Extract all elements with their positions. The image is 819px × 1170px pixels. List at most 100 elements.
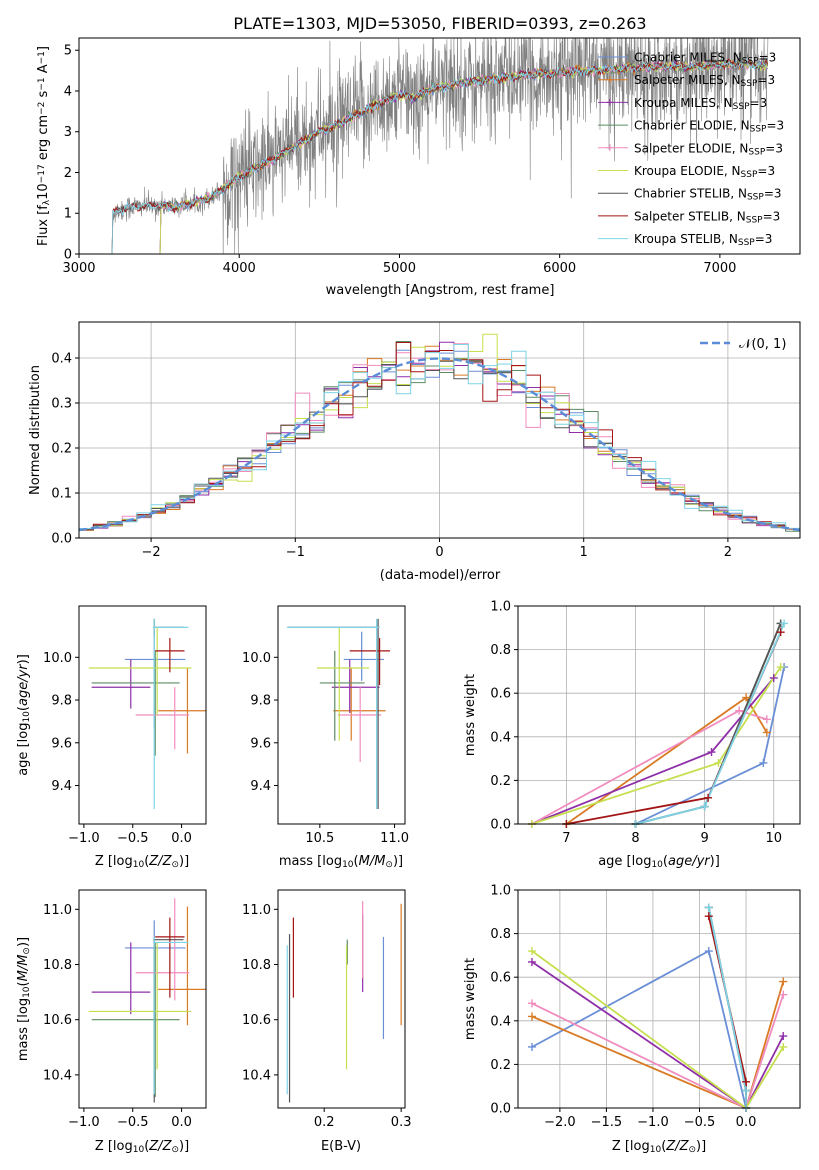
y-tick-label: 1 [64, 207, 72, 222]
weight-point [707, 748, 716, 757]
y-tick-label: 0.2 [51, 442, 72, 457]
label-part: Z/Z [148, 1139, 172, 1154]
weight-point [704, 947, 713, 956]
y-tick-label: 9.4 [51, 779, 72, 794]
y-tick-label: 5 [64, 44, 72, 59]
y-tick-label: 10.6 [43, 1013, 72, 1028]
weight-series-7 [566, 631, 782, 824]
label-part: Z [log [95, 1139, 133, 1154]
x-axis-label: mass [log10(M/M⊙)] [279, 854, 403, 870]
y-tick-label: 9.8 [51, 694, 72, 709]
y-tick-label: 0.8 [490, 927, 511, 942]
plot-area [286, 618, 391, 810]
y-axis-label: Normed distribution [28, 365, 43, 495]
weight-series-7 [707, 916, 747, 1108]
x-tick-label: 8 [631, 831, 639, 846]
label-part: Salpeter STELIB, N [634, 209, 746, 223]
x-tick-label: −1.0 [68, 831, 100, 846]
panel-mass-vs-ebv: 0.2 0.3 10.4 10.6 10.8 11.0 E(B-V) [242, 889, 412, 1154]
label-part: =3 [750, 96, 768, 110]
label-part: 10 [133, 860, 145, 870]
label-part: )] [179, 854, 189, 869]
label-part: )] [16, 654, 31, 664]
x-axis-label: Z [log10(Z/Z⊙)] [95, 854, 189, 870]
y-axis-label: Flux [fλ10−17 erg cm−2 s−1 A−1] [36, 46, 52, 246]
y-tick-label: 0 [64, 248, 72, 263]
axes-frame [78, 321, 801, 539]
label-part: 10 [342, 860, 354, 870]
weight-point [762, 715, 771, 724]
y-tick-label: 9.6 [51, 736, 72, 751]
plot-area [79, 322, 800, 538]
label-part: SSP [742, 57, 759, 67]
axes-frame [78, 605, 207, 825]
legend-entry: Kroupa ELODIE, NSSP=3 [634, 164, 775, 180]
label-part: −1 [37, 77, 47, 90]
weight-series-1 [531, 981, 785, 1108]
label-part: ( [354, 854, 359, 869]
y-tick-label: 10.4 [43, 1068, 72, 1083]
label-part: =3 [766, 119, 784, 133]
plot-area [111, 38, 769, 254]
panel-age-vs-Z: −1.0 −0.5 0.0 9.4 9.6 9.8 10.0 Z [log10(Z/Z⊙)] a… [16, 605, 207, 870]
x-tick-label: 0.0 [171, 831, 192, 846]
label-part: SSP [750, 125, 767, 135]
label-part: Chabrier ELODIE, N [634, 119, 750, 133]
label-part: −2 [37, 102, 47, 115]
y-tick-label: 0.0 [490, 1102, 511, 1117]
label-part: 10 [36, 183, 51, 200]
label-part: ⊙ [385, 860, 393, 870]
axes-frame [517, 605, 801, 825]
y-tick-label: 10.8 [242, 958, 271, 973]
legend-entry: Salpeter ELODIE, NSSP=3 [634, 141, 783, 157]
label-part: SSP [741, 170, 758, 180]
histogram-8 [79, 344, 800, 538]
x-tick-label: 4000 [223, 261, 256, 276]
y-tick-label: 1.0 [490, 884, 511, 899]
label-part: SSP [748, 148, 765, 158]
label-part: ( [661, 1139, 666, 1154]
y-tick-label: 0.1 [51, 487, 72, 502]
label-part: A [36, 64, 51, 77]
y-tick-label: 10.0 [43, 651, 72, 666]
legend-marker [606, 144, 614, 152]
model-spectrum-8 [111, 58, 768, 254]
weight-point [779, 990, 788, 999]
weight-point [527, 947, 536, 956]
weight-point [776, 628, 785, 637]
label-part: age [log [16, 723, 31, 776]
x-tick-label: 7 [562, 831, 570, 846]
legend-entry: 𝒩(0, 1) [739, 337, 786, 352]
weight-point [704, 793, 713, 802]
weight-point [527, 1042, 536, 1051]
panel-spectrum: 3000 4000 5000 6000 7000 0 1 2 3 4 5 wavelength [An… [36, 37, 801, 298]
label-part: ( [663, 854, 668, 869]
label-part: 10 [651, 860, 663, 870]
weight-point [779, 1032, 788, 1041]
label-part: Chabrier STELIB, N [634, 187, 747, 201]
panel-residuals: −2 −1 0 1 2 0.0 0.1 0.2 0.3 0.4 (data-model)/error… [28, 321, 801, 583]
y-tick-label: 9.4 [250, 779, 271, 794]
label-part: Kroupa STELIB, N [634, 232, 738, 246]
x-tick-label: 0.3 [391, 1115, 412, 1130]
figure-title: PLATE=1303, MJD=53050, FIBERID=0393, z=0… [233, 14, 646, 33]
x-tick-label: 0.0 [736, 1115, 757, 1130]
label-part: SSP [747, 193, 764, 203]
label-part: mass [log [279, 854, 342, 869]
x-tick-label: −0.5 [117, 831, 149, 846]
weight-point [527, 957, 536, 966]
label-part: s [36, 90, 51, 101]
label-part: ( [144, 854, 149, 869]
weight-point [762, 728, 771, 737]
label-part: )] [16, 937, 31, 947]
label-part: age [log [598, 854, 651, 869]
y-tick-label: 0.6 [490, 971, 511, 986]
label-part: SSP [733, 102, 750, 112]
axes-frame [517, 889, 801, 1109]
label-part: =3 [755, 232, 773, 246]
weight-series-5 [531, 950, 784, 1108]
label-part: 10 [22, 986, 32, 998]
plot-area [518, 606, 800, 824]
weight-point [742, 1077, 751, 1086]
x-tick-label: 9 [700, 831, 708, 846]
